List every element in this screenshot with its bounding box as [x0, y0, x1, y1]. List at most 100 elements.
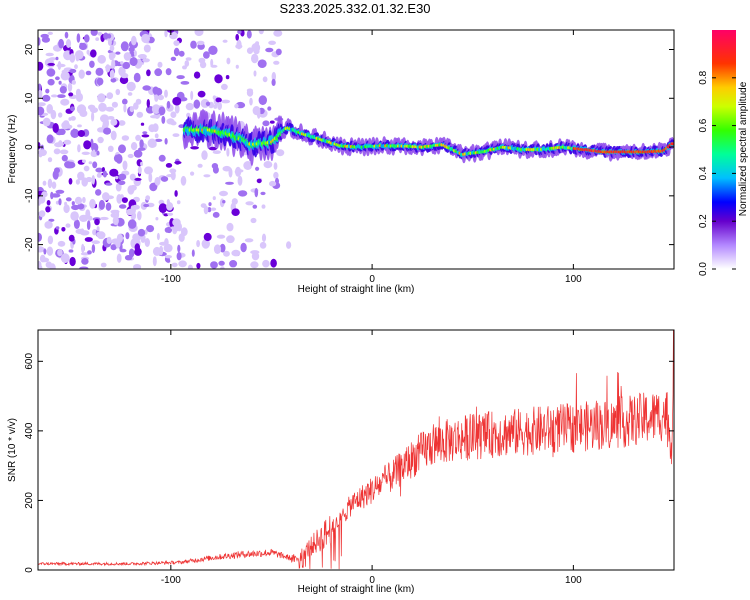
colorbar: 0.0 0.2 0.4 0.6 0.8 Normalized spectral ampl…: [698, 30, 749, 276]
noise-speckle: [205, 101, 211, 107]
noise-speckle: [158, 106, 166, 116]
noise-speckle: [116, 253, 122, 263]
noise-speckle: [58, 128, 66, 135]
noise-speckle: [105, 182, 113, 186]
noise-speckle: [276, 149, 285, 157]
noise-speckle: [225, 75, 230, 80]
noise-speckle: [133, 72, 141, 83]
noise-speckle: [136, 111, 144, 118]
snr-xtick-label: 100: [565, 575, 582, 586]
noise-speckle: [81, 243, 85, 254]
noise-speckle: [174, 190, 178, 197]
noise-speckle: [46, 200, 51, 206]
spectrogram-noise: [38, 30, 292, 269]
noise-speckle: [141, 134, 150, 138]
noise-speckle: [38, 102, 46, 107]
noise-speckle: [103, 127, 112, 135]
noise-speckle: [148, 141, 157, 148]
noise-speckle: [213, 104, 218, 109]
noise-speckle: [234, 103, 239, 109]
noise-speckle: [91, 142, 99, 153]
noise-speckle: [201, 238, 210, 249]
noise-speckle: [68, 92, 74, 97]
noise-speckle: [155, 217, 159, 221]
noise-speckle: [118, 173, 127, 181]
noise-speckle: [172, 218, 181, 227]
noise-speckle: [273, 162, 278, 170]
noise-speckle: [47, 78, 55, 86]
noise-speckle: [140, 122, 145, 126]
noise-speckle: [154, 133, 159, 139]
noise-speckle: [55, 56, 59, 61]
noise-speckle: [73, 219, 80, 229]
noise-speckle: [128, 248, 135, 258]
noise-speckle: [92, 149, 96, 157]
noise-speckle: [273, 60, 280, 65]
noise-speckle: [47, 31, 53, 35]
noise-speckle: [91, 240, 101, 245]
noise-speckle: [110, 130, 117, 141]
noise-speckle: [56, 63, 66, 68]
noise-speckle: [210, 58, 214, 67]
noise-speckle: [255, 166, 260, 171]
noise-speckle: [75, 179, 80, 185]
noise-speckle: [77, 124, 82, 128]
noise-speckle: [286, 241, 292, 249]
noise-speckle: [219, 243, 226, 253]
noise-speckle: [48, 218, 55, 222]
noise-speckle: [97, 31, 103, 36]
noise-speckle: [85, 70, 92, 76]
spectrogram-ridge: [182, 108, 674, 167]
noise-speckle: [226, 222, 234, 232]
noise-speckle: [78, 69, 85, 79]
noise-speckle: [44, 221, 53, 229]
noise-speckle: [173, 40, 180, 46]
noise-speckle: [45, 261, 52, 269]
noise-speckle: [270, 258, 277, 268]
noise-speckle: [38, 200, 41, 206]
noise-speckle: [140, 161, 144, 166]
noise-speckle: [71, 204, 80, 211]
noise-speckle: [127, 153, 134, 159]
noise-speckle: [182, 65, 187, 70]
noise-speckle: [107, 116, 115, 120]
noise-speckle: [89, 60, 95, 68]
noise-speckle: [164, 227, 171, 233]
noise-speckle: [134, 177, 142, 181]
noise-speckle: [111, 101, 118, 108]
noise-speckle: [223, 250, 230, 257]
noise-speckle: [265, 47, 274, 53]
noise-speckle: [212, 211, 220, 218]
noise-speckle: [100, 114, 109, 123]
noise-speckle: [75, 92, 83, 102]
noise-speckle: [220, 266, 225, 269]
noise-speckle: [208, 202, 212, 207]
noise-speckle: [38, 261, 42, 269]
noise-speckle: [129, 173, 136, 181]
noise-speckle: [54, 167, 60, 174]
noise-speckle: [89, 198, 96, 209]
noise-speckle: [107, 145, 114, 152]
noise-speckle: [165, 68, 172, 76]
noise-speckle: [259, 241, 267, 249]
noise-speckle: [228, 167, 233, 178]
noise-speckle: [184, 60, 190, 67]
noise-speckle: [38, 142, 41, 150]
noise-speckle: [262, 120, 270, 127]
noise-speckle: [256, 178, 262, 184]
noise-speckle: [273, 30, 283, 37]
noise-speckle: [119, 76, 129, 85]
noise-speckle: [70, 106, 75, 112]
noise-speckle: [123, 52, 132, 61]
noise-speckle: [57, 142, 65, 147]
noise-speckle: [154, 138, 163, 142]
noise-speckle: [95, 167, 104, 173]
noise-speckle: [130, 205, 135, 212]
colorbar-label: Normalized spectral amplitude: [738, 81, 749, 216]
noise-speckle: [110, 78, 117, 83]
noise-speckle: [157, 61, 163, 68]
noise-speckle: [91, 244, 96, 254]
noise-speckle: [154, 68, 163, 77]
noise-speckle: [96, 172, 102, 178]
